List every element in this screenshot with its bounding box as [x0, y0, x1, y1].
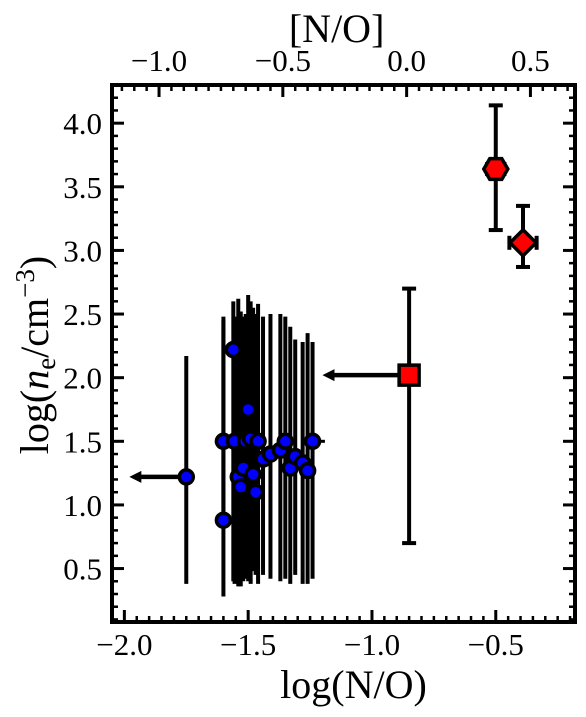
tick-labels: −2.0 −1.5 −1.0 −0.5 −1.0 −0.5 0.0 0.5 0.5 1.0 1.5 2…: [63, 43, 550, 662]
y-tick-label: 1.0: [63, 488, 102, 523]
y-axis-title: log(ne/cm−3): [10, 256, 61, 454]
x-tick-label: −2.0: [96, 627, 152, 662]
blue-circle-point: [249, 432, 267, 451]
top-x-axis-title: [N/O]: [289, 6, 385, 51]
blue-circle-point: [303, 432, 322, 451]
x-tick-label: −0.5: [468, 627, 524, 662]
y-axis-title-part: ): [12, 256, 57, 269]
y-axis-title-part: n: [12, 370, 57, 390]
red-square-point: [397, 363, 421, 387]
y-tick-label: 2.5: [63, 297, 102, 332]
y-axis-title-part: /cm: [12, 298, 57, 358]
upper-limit-arrowhead: [129, 470, 142, 483]
y-axis-title-part: −3: [10, 269, 40, 298]
blue-circle-point: [239, 400, 257, 419]
y-axis-title-part: e: [31, 358, 61, 370]
red-hexagon-point: [481, 156, 510, 182]
y-axis-title-part: log(: [12, 390, 57, 454]
blue-circle-point: [298, 461, 317, 480]
data-markers: [177, 156, 539, 529]
y-tick-label: 4.0: [63, 106, 102, 141]
top-x-tick-label: 0.5: [511, 43, 550, 78]
blue-circle-point: [246, 483, 265, 501]
blue-circle-point: [224, 340, 243, 359]
blue-circle-point: [231, 478, 250, 496]
plot-frame: [110, 83, 577, 624]
blue-circle-point: [276, 432, 295, 451]
top-x-tick-label: −1.0: [131, 43, 187, 78]
y-tick-label: 2.0: [63, 361, 102, 396]
y-tick-label: 3.0: [63, 233, 102, 268]
x-axis-title: log(N/O): [280, 662, 427, 707]
upper-limit-arrowhead: [322, 369, 335, 382]
top-x-tick-label: 0.0: [387, 43, 426, 78]
y-tick-label: 1.5: [63, 424, 102, 459]
blue-circle-point: [214, 511, 233, 529]
errorbars: [129, 103, 539, 597]
blue-circle-point: [177, 468, 196, 486]
x-tick-label: −1.0: [344, 627, 400, 662]
top-x-tick-label: −0.5: [255, 43, 311, 78]
y-tick-label: 3.5: [63, 170, 102, 205]
x-tick-label: −1.5: [220, 627, 276, 662]
y-tick-label: 0.5: [63, 552, 102, 587]
red-diamond-point: [507, 227, 539, 259]
blue-circle-point: [244, 465, 262, 484]
